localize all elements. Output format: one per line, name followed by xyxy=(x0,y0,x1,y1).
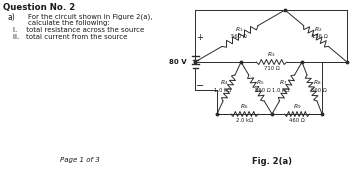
Text: $R_4$: $R_4$ xyxy=(220,79,228,87)
Text: $R_6$: $R_6$ xyxy=(240,103,249,112)
Text: 560 Ω: 560 Ω xyxy=(311,88,327,92)
Text: I.    total resistance across the source: I. total resistance across the source xyxy=(13,27,144,33)
Text: calculate the following:: calculate the following: xyxy=(28,20,110,26)
Text: Fig. 2(a): Fig. 2(a) xyxy=(252,157,292,166)
Text: +: + xyxy=(197,33,203,42)
Text: 80 V: 80 V xyxy=(169,59,187,65)
Text: 1.0 kΩ: 1.0 kΩ xyxy=(272,88,289,92)
Text: 156 Ω: 156 Ω xyxy=(312,35,328,39)
Text: $R_8$: $R_8$ xyxy=(313,79,321,87)
Text: Page 1 of 3: Page 1 of 3 xyxy=(60,157,100,163)
Text: $R_5$: $R_5$ xyxy=(256,79,265,87)
Text: $R_9$: $R_9$ xyxy=(293,103,301,112)
Text: 460 Ω: 460 Ω xyxy=(289,117,305,123)
Text: II.   total current from the source: II. total current from the source xyxy=(13,34,127,40)
Text: 560 Ω: 560 Ω xyxy=(255,88,270,92)
Text: 1.0 kΩ: 1.0 kΩ xyxy=(215,88,232,92)
Text: $R_1$: $R_1$ xyxy=(235,26,243,35)
Text: For the circuit shown in Figure 2(a),: For the circuit shown in Figure 2(a), xyxy=(28,13,153,20)
Text: $R_7$: $R_7$ xyxy=(279,79,287,87)
Text: Question No. 2: Question No. 2 xyxy=(3,3,75,12)
Text: a): a) xyxy=(8,13,16,22)
Text: 2.0 kΩ: 2.0 kΩ xyxy=(236,117,253,123)
Text: $R_3$: $R_3$ xyxy=(267,50,276,59)
Text: −: − xyxy=(196,81,204,91)
Text: 560 Ω: 560 Ω xyxy=(231,35,247,39)
Text: 710 Ω: 710 Ω xyxy=(264,65,279,71)
Text: $R_2$: $R_2$ xyxy=(314,26,322,35)
